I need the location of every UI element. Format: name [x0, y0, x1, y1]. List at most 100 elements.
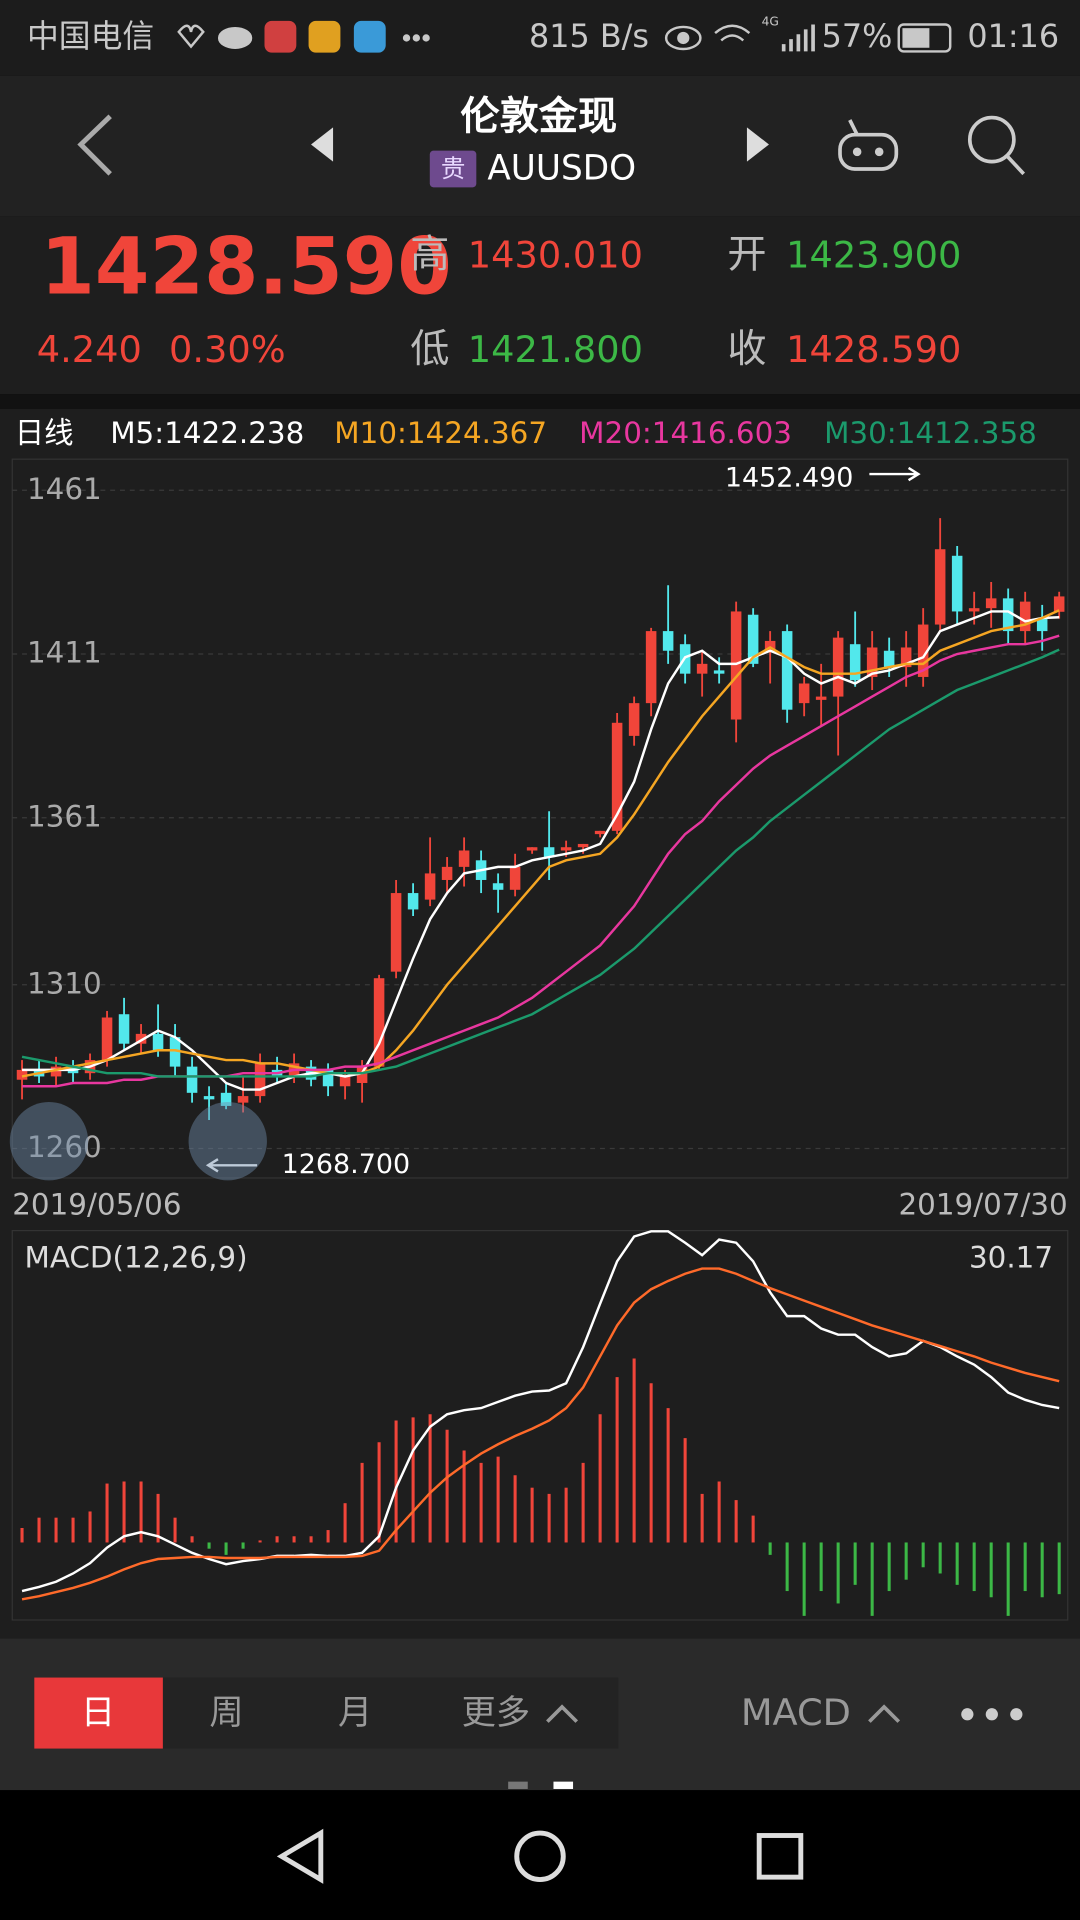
badge-text: 贵 [441, 154, 465, 183]
wifi-icon [714, 24, 751, 42]
more-dot [402, 34, 411, 42]
candle-body [951, 555, 963, 612]
open-label: 开 [727, 233, 766, 278]
battery-level [902, 28, 930, 48]
candle-body [118, 1014, 130, 1044]
candle-body [509, 866, 521, 890]
macd-line [21, 1230, 1060, 1593]
candle-body [849, 644, 861, 681]
plot-layer: 1260 1310 1361 1411 1461 2019/05/06 2019/07/30… [12, 416, 1068, 1616]
candle-body [339, 1076, 351, 1087]
high-value: 1430.010 [468, 234, 643, 277]
carrier: 中国电信 [27, 17, 154, 55]
chevron-up [868, 1704, 901, 1723]
tab-more[interactable]: 更多 [462, 1693, 531, 1733]
y-tick-label: 1411 [27, 636, 102, 670]
eye-icon [664, 25, 702, 51]
high-label: 高 [410, 233, 449, 278]
robot-head [838, 132, 899, 171]
back-button[interactable] [77, 114, 112, 176]
eye-pupil [677, 31, 690, 45]
min-annotation: 1268.700 [282, 1149, 410, 1180]
min-arrow [205, 1158, 258, 1173]
nav-home[interactable] [514, 1830, 566, 1883]
y-tick-label: 1310 [27, 966, 102, 1000]
macd-plot-frame [11, 1230, 1069, 1621]
float-button[interactable] [9, 1102, 89, 1181]
y-tick-label: 1361 [27, 799, 102, 833]
battery-icon [897, 23, 952, 53]
candle-body [254, 1063, 266, 1097]
mail-icon [308, 20, 341, 53]
menu-dot[interactable] [985, 1708, 998, 1721]
candle-body [934, 549, 946, 625]
candle-body [594, 830, 606, 835]
nav-recent[interactable] [756, 1833, 804, 1880]
y-tick-label: 1260 [27, 1130, 102, 1164]
search-handle [1006, 155, 1026, 176]
tab-selected[interactable] [34, 1677, 163, 1749]
signal-icon [781, 24, 815, 52]
nav-bar [0, 1790, 1080, 1920]
network-type: 4G [762, 15, 779, 29]
legend-entry: M30:1412.358 [824, 416, 1037, 450]
y-tick-label: 1461 [27, 472, 102, 506]
net-speed: 815 B/s [529, 17, 649, 55]
app-icon [353, 20, 386, 53]
candle-body [373, 978, 385, 1067]
candle-body [492, 883, 504, 890]
candle-body [322, 1069, 334, 1087]
tab-day[interactable]: 日 [81, 1693, 115, 1733]
tab-month[interactable]: 月 [338, 1693, 372, 1733]
candle-body [662, 631, 674, 651]
candle-body [832, 637, 844, 697]
status-icons [177, 20, 952, 53]
float-button[interactable] [188, 1102, 267, 1181]
candle-body [781, 631, 793, 710]
candle-body [917, 624, 929, 677]
next-button[interactable] [746, 127, 769, 162]
close-value: 1428.590 [786, 328, 961, 371]
candle-body [611, 722, 623, 831]
low-value: 1421.800 [468, 328, 643, 371]
chevron-up [546, 1704, 579, 1723]
separator [0, 394, 1080, 409]
candle-body [543, 847, 555, 858]
prev-button[interactable] [311, 127, 334, 162]
clock: 01:16 [967, 17, 1059, 55]
candle-body [186, 1066, 198, 1093]
more-dot [422, 34, 430, 42]
robot-button[interactable] [838, 119, 899, 171]
candle-body [560, 847, 572, 851]
nav-back[interactable] [276, 1828, 324, 1884]
quote-panel [0, 216, 1080, 395]
candle-body [237, 1096, 249, 1103]
candle-body [1053, 596, 1065, 612]
legend-entry: M10:1424.367 [334, 416, 547, 450]
chart-panel [0, 408, 1080, 1639]
max-arrow [869, 466, 921, 482]
tab-week[interactable]: 周 [209, 1693, 243, 1733]
candle-body [1036, 618, 1048, 632]
menu-dot[interactable] [961, 1708, 974, 1721]
indicator-select[interactable]: MACD [741, 1691, 851, 1734]
candle-body [152, 1033, 164, 1051]
close-label: 收 [727, 327, 766, 372]
candle-body [730, 611, 742, 720]
robot-eye [874, 147, 884, 157]
price-change-percent: 0.30% [169, 328, 286, 371]
header-bar [0, 75, 1080, 217]
health-icon [177, 24, 205, 49]
menu-dot[interactable] [1010, 1708, 1023, 1721]
candle-body [526, 847, 538, 851]
candle-body [866, 647, 878, 677]
x-tick-label: 2019/07/30 [898, 1188, 1067, 1222]
candle-body [16, 1069, 28, 1080]
more-dot [412, 34, 420, 42]
search-button[interactable] [967, 115, 1026, 176]
robot-antenna [848, 119, 859, 136]
period-label: 日线 [15, 416, 74, 450]
page-indicator [508, 1781, 528, 1789]
